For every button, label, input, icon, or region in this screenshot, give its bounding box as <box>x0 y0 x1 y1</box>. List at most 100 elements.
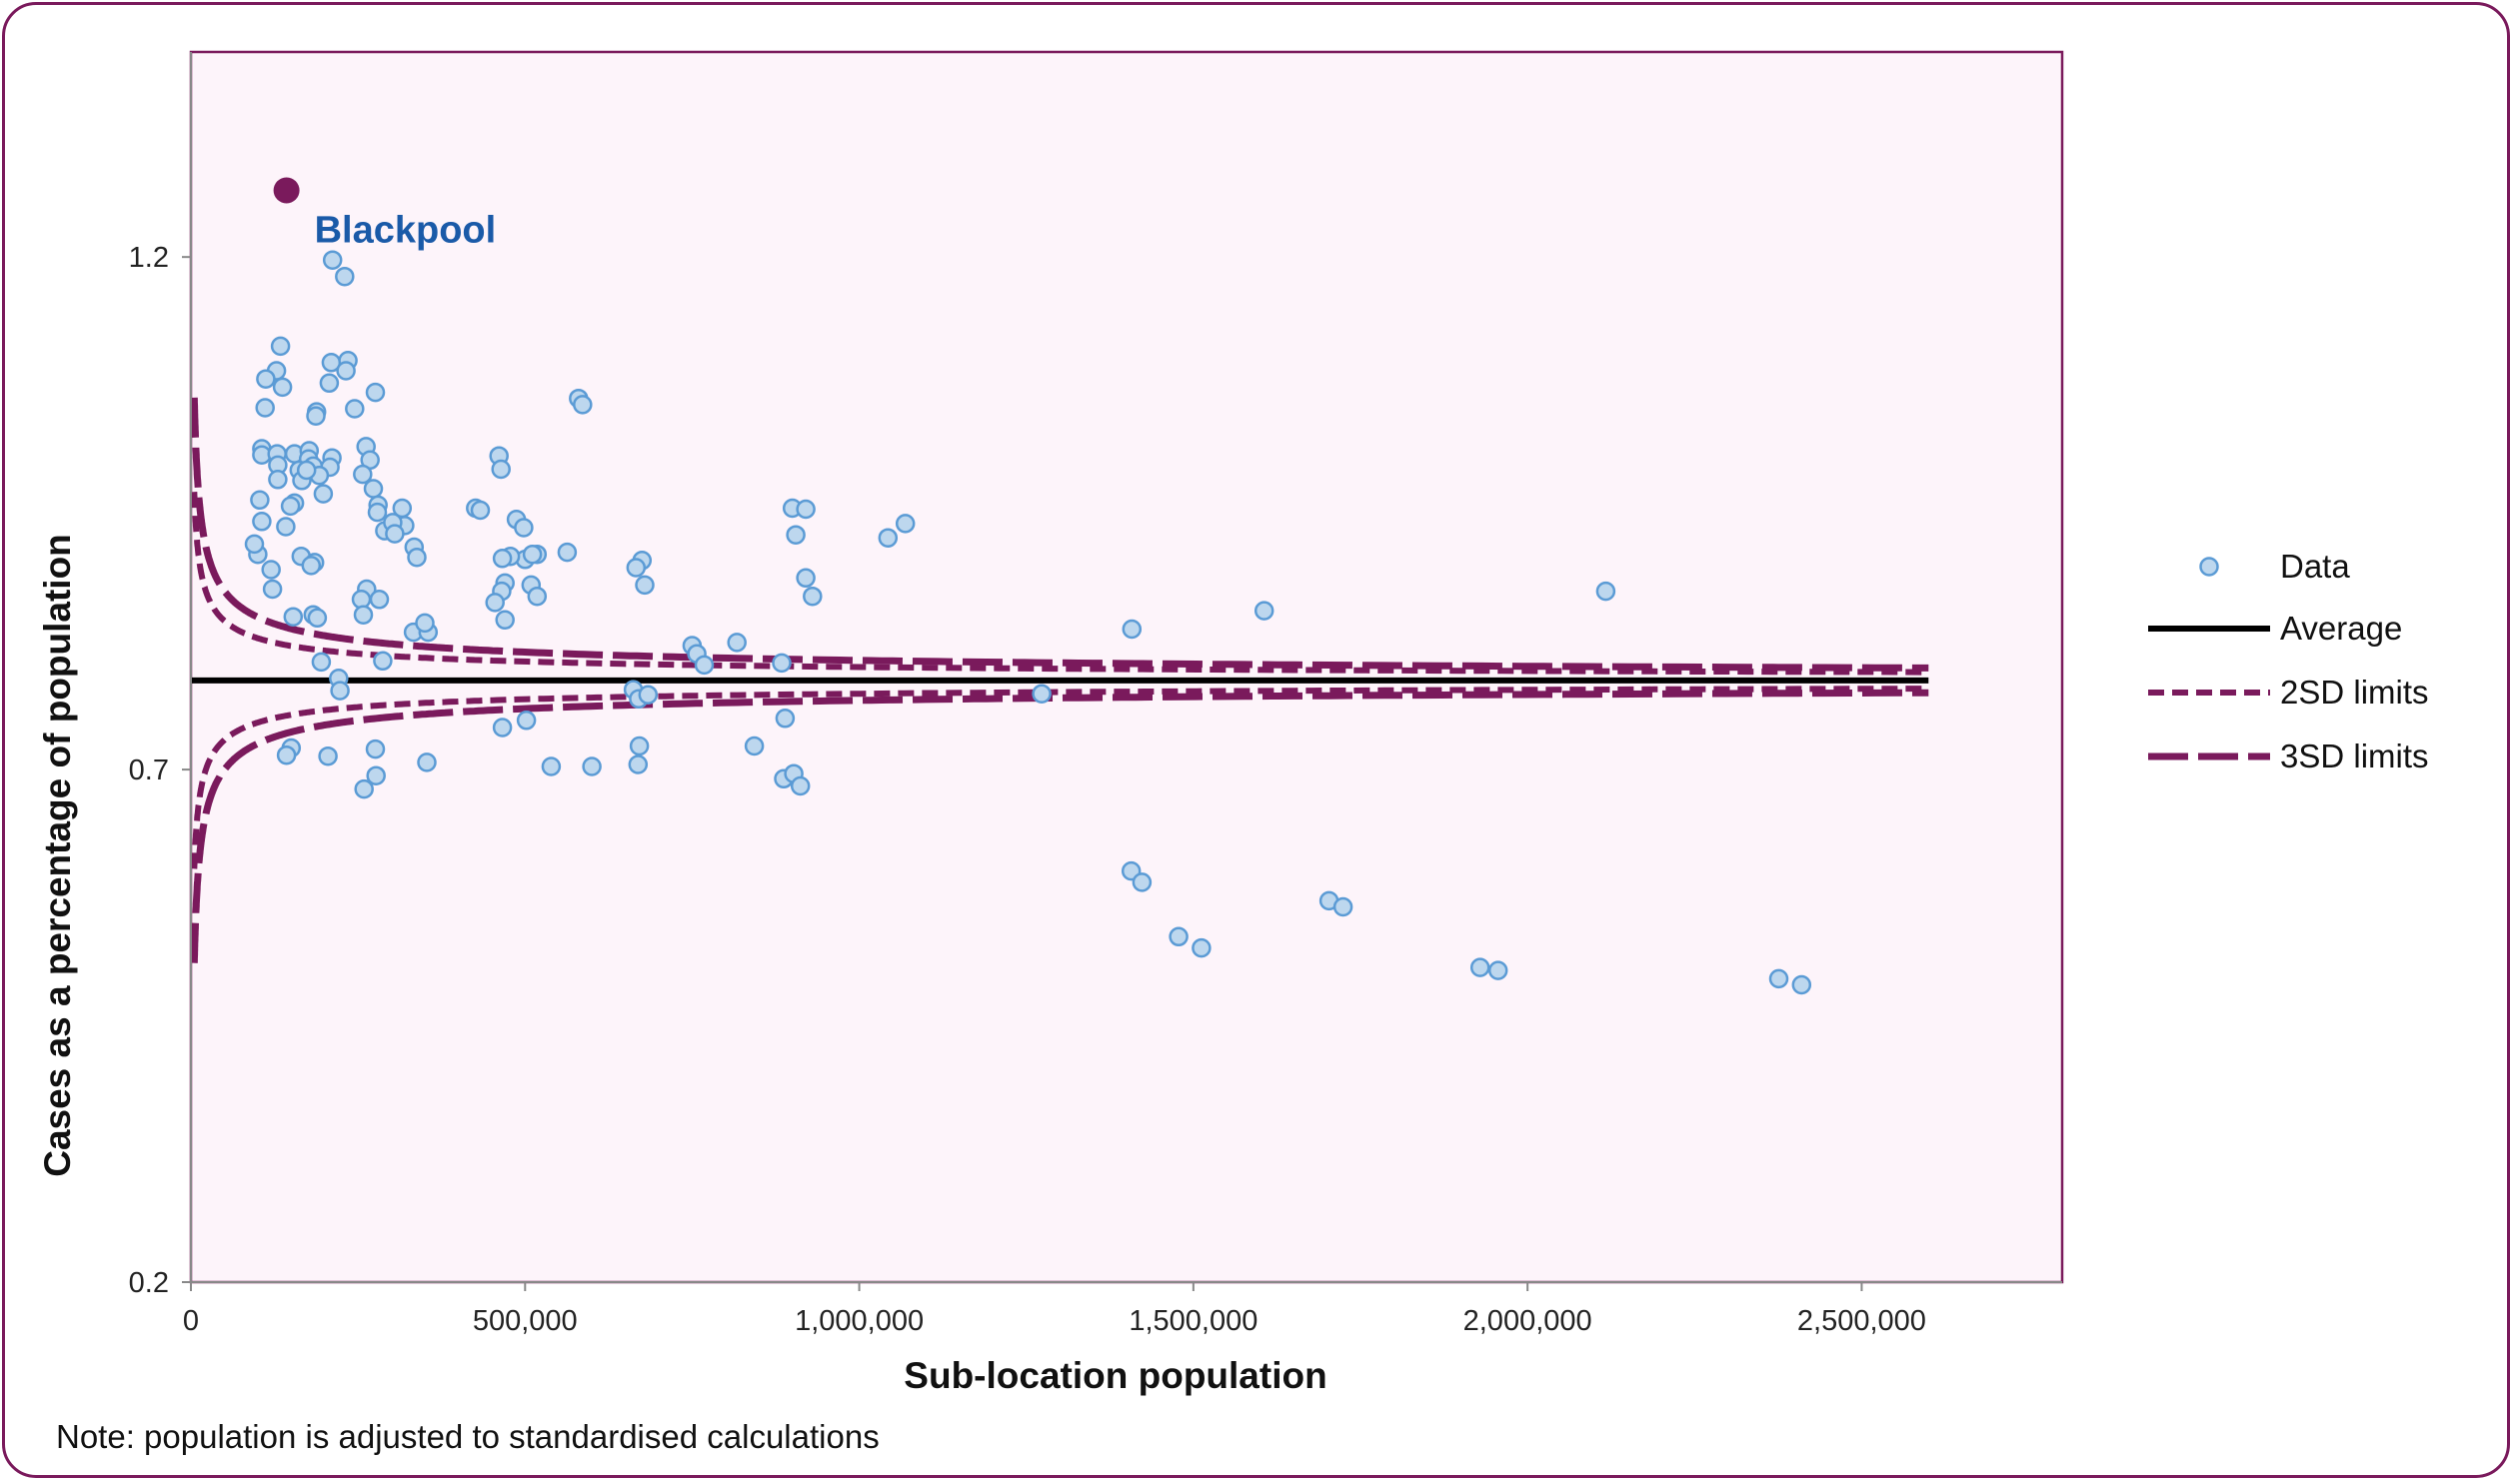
data-point <box>485 593 505 613</box>
data-point <box>1169 926 1189 947</box>
data-point <box>1032 684 1052 704</box>
data-point <box>790 775 811 796</box>
data-point <box>492 549 513 569</box>
3sd-upper-limit-line <box>190 397 1929 672</box>
data-point <box>582 756 602 776</box>
data-point <box>296 460 317 481</box>
data-point <box>628 754 649 774</box>
y-tick-label: 1.2 <box>129 242 169 274</box>
data-point <box>330 681 350 701</box>
3sd-lower-limit-line <box>190 689 1929 963</box>
2sd-upper-limit-line <box>191 492 1929 676</box>
blackpool-point <box>273 177 300 204</box>
data-point <box>878 528 899 548</box>
data-point <box>626 558 647 578</box>
data-point <box>307 608 328 629</box>
data-point <box>1768 968 1789 989</box>
data-point <box>366 765 386 785</box>
x-tick-label: 2,500,000 <box>1797 1305 1926 1337</box>
data-point <box>336 361 356 381</box>
data-point <box>319 373 340 394</box>
data-point <box>250 490 270 511</box>
data-point <box>369 590 390 610</box>
x-axis-title: Sub-location population <box>904 1355 1326 1396</box>
data-point <box>276 744 297 765</box>
data-point <box>365 739 386 759</box>
axes: 0 500,000 1,000,000 1,500,000 2,000,000 2,500… <box>129 52 2062 1337</box>
data-point <box>407 547 427 568</box>
data-point <box>385 524 405 544</box>
data-points <box>244 250 1812 995</box>
x-tick-label: 1,000,000 <box>795 1305 924 1337</box>
data-point <box>1122 619 1143 640</box>
data-point <box>573 395 593 415</box>
data-point <box>1487 960 1508 980</box>
footnote: Note: population is adjusted to standard… <box>56 1418 880 1455</box>
data-point <box>252 512 272 532</box>
data-point <box>283 607 304 627</box>
data-point <box>516 711 537 731</box>
data-point <box>335 266 355 287</box>
data-point <box>727 633 747 653</box>
x-tick-label: 0 <box>183 1305 199 1337</box>
control-limits <box>190 397 1929 963</box>
data-point <box>244 534 265 555</box>
legend-label-3sd: 3SD limits <box>2280 738 2429 774</box>
data-point <box>354 778 374 799</box>
legend-data-marker <box>2199 557 2219 577</box>
2sd-lower-limit-line <box>191 686 1929 869</box>
y-tick-label: 0.7 <box>129 754 169 786</box>
data-point <box>635 575 655 596</box>
data-point <box>694 655 715 676</box>
data-point <box>311 652 332 673</box>
data-point <box>772 653 792 674</box>
data-point <box>365 382 386 403</box>
data-point <box>363 479 384 499</box>
legend-item-3sd: 3SD limits <box>2148 738 2429 774</box>
data-point <box>495 610 515 631</box>
data-point <box>301 556 322 576</box>
y-axis-title: Cases as a percentage of population <box>37 534 78 1177</box>
data-point <box>638 685 659 705</box>
data-point <box>491 459 511 480</box>
data-point <box>522 544 543 565</box>
data-point <box>470 500 491 521</box>
legend-item-data: Data <box>2199 548 2350 585</box>
data-point <box>1132 872 1153 892</box>
data-point <box>322 250 343 270</box>
legend: Data Average 2SD limits 3SD limits <box>2148 548 2429 774</box>
data-point <box>256 369 276 389</box>
data-point <box>1192 937 1212 958</box>
data-point <box>268 470 288 490</box>
data-point <box>557 542 578 563</box>
data-point <box>1595 581 1616 602</box>
data-point <box>255 398 275 418</box>
blackpool-label: Blackpool <box>315 209 497 251</box>
data-point <box>541 756 562 776</box>
y-tick-label: 0.2 <box>129 1267 169 1299</box>
data-point <box>796 499 816 520</box>
legend-label-average: Average <box>2280 610 2402 647</box>
data-point <box>492 718 513 738</box>
data-point <box>1332 896 1353 917</box>
data-point <box>261 560 281 580</box>
x-tick-label: 2,000,000 <box>1463 1305 1592 1337</box>
x-tick-label: 500,000 <box>473 1305 578 1337</box>
data-point <box>629 736 650 756</box>
data-point <box>270 336 291 357</box>
data-point <box>373 651 393 672</box>
x-tick-label: 1,500,000 <box>1129 1305 1258 1337</box>
data-point <box>803 586 823 607</box>
data-point <box>514 518 534 538</box>
legend-item-average: Average <box>2148 610 2402 647</box>
legend-label-data: Data <box>2280 548 2350 585</box>
data-point <box>313 484 334 504</box>
data-point <box>276 517 296 537</box>
data-point <box>1791 974 1812 995</box>
data-point <box>262 579 283 600</box>
data-point <box>744 736 765 756</box>
legend-label-2sd: 2SD limits <box>2280 674 2429 711</box>
data-point <box>272 377 293 398</box>
data-point <box>318 745 338 766</box>
data-point <box>775 709 796 729</box>
